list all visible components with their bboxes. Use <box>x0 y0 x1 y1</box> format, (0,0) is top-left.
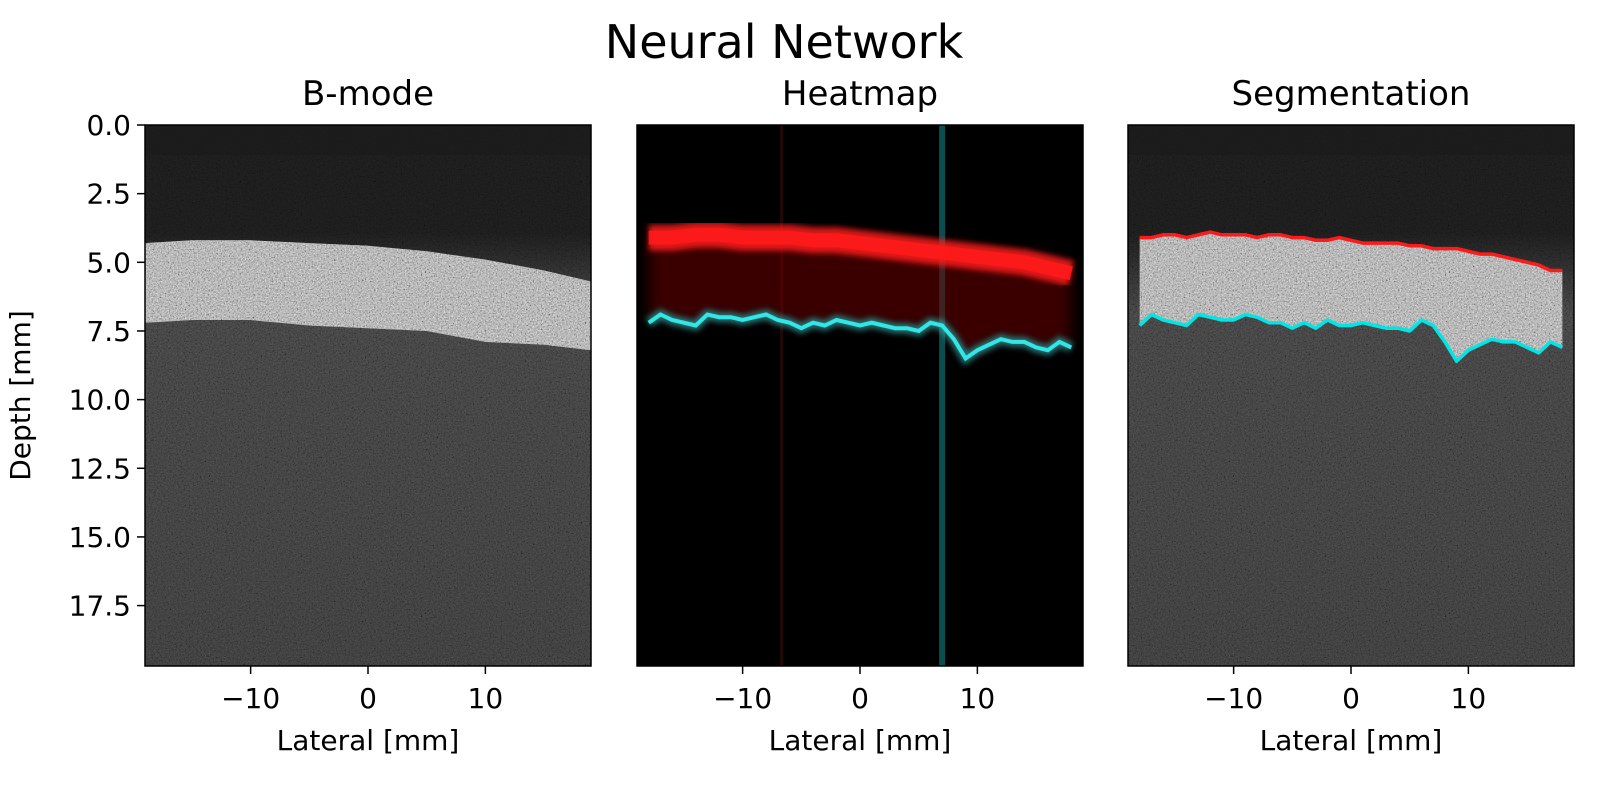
heatmap-title: Heatmap <box>782 74 938 114</box>
segmentation-xtick-label: 0 <box>1342 682 1360 715</box>
heatmap-image <box>637 125 1083 666</box>
bmode-ytick-label: 0.0 <box>86 109 131 142</box>
bmode-surface-band <box>145 125 591 155</box>
segmentation-series-1 <box>1138 312 1564 363</box>
segmentation-series-0 <box>1139 230 1563 273</box>
heatmap-series-0 <box>648 221 1075 359</box>
heatmap-series-line <box>647 312 1073 362</box>
segmentation-depth-shading <box>1128 125 1574 666</box>
bmode-ytick-label: 15.0 <box>69 521 131 554</box>
bmode-xtick-label: −10 <box>221 682 280 715</box>
segmentation-surface-band <box>1128 125 1574 155</box>
bmode-ytick-label: 7.5 <box>86 315 131 348</box>
heatmap-series-line <box>648 227 1073 281</box>
heatmap-xtick-label: 10 <box>960 682 996 715</box>
bmode-ylabel: Depth [mm] <box>4 310 37 481</box>
bmode-depth-shading <box>145 125 591 666</box>
heatmap-artifact-line <box>780 125 784 666</box>
segmentation-series-line <box>1139 230 1563 273</box>
bmode-xtick-label: 10 <box>468 682 504 715</box>
heatmap-xtick-label: 0 <box>851 682 869 715</box>
segmentation-series-line <box>1138 312 1564 363</box>
segmentation-xlabel: Lateral [mm] <box>1260 724 1443 757</box>
segmentation-title: Segmentation <box>1232 74 1471 114</box>
bmode-xlabel: Lateral [mm] <box>277 724 460 757</box>
segmentation-xtick-label: 10 <box>1451 682 1487 715</box>
heatmap-artifact-line <box>939 125 946 666</box>
bmode-ytick-label: 17.5 <box>69 590 131 623</box>
heatmap-xtick-label: −10 <box>713 682 772 715</box>
heatmap-series-1 <box>645 308 1074 366</box>
bmode-ytick-label: 2.5 <box>86 178 131 211</box>
bmode-image <box>145 125 591 666</box>
bmode-ytick-label: 5.0 <box>86 246 131 279</box>
bmode-title: B-mode <box>302 74 434 114</box>
figure-title: Neural Network <box>605 15 964 69</box>
segmentation-image <box>1128 125 1574 666</box>
bmode-ytick-label: 10.0 <box>69 384 131 417</box>
segmentation-xtick-label: −10 <box>1204 682 1263 715</box>
bmode-xtick-label: 0 <box>359 682 377 715</box>
heatmap-background <box>637 125 1083 666</box>
bmode-ytick-label: 12.5 <box>69 452 131 485</box>
heatmap-xlabel: Lateral [mm] <box>769 724 952 757</box>
